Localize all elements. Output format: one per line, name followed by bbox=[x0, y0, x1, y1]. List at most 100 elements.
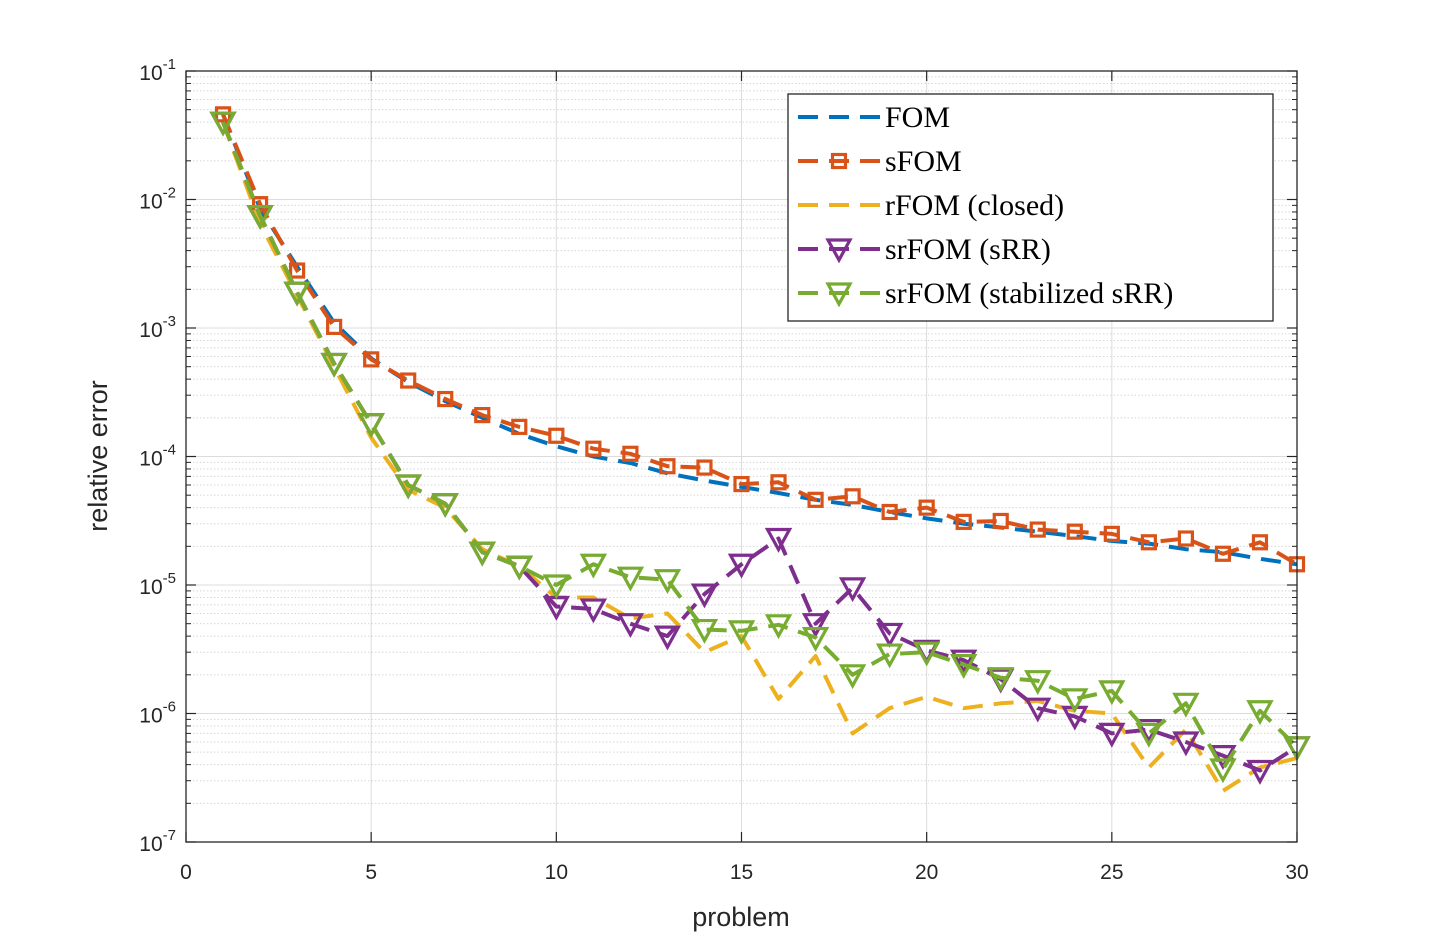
data-point bbox=[289, 262, 306, 279]
y-tick-exponent: -5 bbox=[163, 570, 176, 587]
data-point bbox=[505, 555, 534, 581]
data-point bbox=[209, 111, 237, 137]
data-point bbox=[955, 513, 972, 530]
data-point bbox=[468, 541, 496, 567]
data-point bbox=[1177, 530, 1195, 547]
data-point bbox=[1172, 692, 1200, 718]
x-tick-label: 0 bbox=[180, 861, 192, 884]
series-group bbox=[209, 111, 1311, 784]
y-tick-base: 10 bbox=[139, 833, 162, 856]
data-point bbox=[1246, 759, 1274, 785]
legend-item: sFOM bbox=[798, 145, 962, 178]
legend-item: srFOM (stabilized sRR) bbox=[798, 277, 1173, 310]
data-point bbox=[431, 492, 459, 518]
data-point bbox=[1098, 722, 1126, 748]
y-tick-base: 10 bbox=[139, 191, 162, 214]
data-point bbox=[579, 553, 608, 579]
x-tick-label: 25 bbox=[1100, 861, 1123, 884]
ticks bbox=[185, 70, 1298, 843]
y-tick-exponent: -3 bbox=[163, 313, 176, 330]
data-point bbox=[511, 418, 528, 435]
data-point bbox=[1066, 523, 1083, 540]
series-group bbox=[221, 121, 1298, 793]
data-point bbox=[844, 488, 861, 505]
y-tick-exponent: -4 bbox=[163, 442, 176, 459]
data-point bbox=[987, 667, 1015, 693]
x-tick-label: 15 bbox=[730, 861, 753, 884]
data-point bbox=[1246, 700, 1274, 726]
data-point bbox=[1140, 534, 1157, 551]
data-point bbox=[246, 204, 274, 230]
y-tick-label: 10-6 bbox=[139, 699, 176, 728]
y-tick-exponent: -6 bbox=[163, 699, 176, 716]
data-point bbox=[659, 458, 676, 475]
data-point bbox=[320, 352, 348, 378]
x-tick-labels: 0 5 10 15 20 25 30 bbox=[180, 861, 1309, 884]
data-point bbox=[918, 499, 935, 516]
legend-label: srFOM (stabilized sRR) bbox=[885, 277, 1173, 310]
data-point bbox=[622, 445, 639, 462]
data-point bbox=[1029, 521, 1046, 538]
data-point bbox=[830, 152, 848, 170]
data-point bbox=[727, 620, 756, 646]
data-point bbox=[363, 351, 380, 368]
data-point bbox=[690, 583, 719, 609]
data-point bbox=[764, 614, 793, 640]
legend-label: sFOM bbox=[885, 145, 962, 178]
data-point bbox=[437, 390, 454, 408]
series-line bbox=[221, 121, 1299, 771]
legend-label: FOM bbox=[885, 101, 950, 134]
data-point bbox=[912, 641, 941, 667]
data-point bbox=[801, 626, 830, 652]
data-point bbox=[770, 474, 787, 491]
y-tick-base: 10 bbox=[139, 62, 162, 85]
y-tick-labels: 10-710-610-510-410-310-210-1 bbox=[139, 56, 176, 856]
data-point bbox=[764, 527, 793, 553]
y-tick-base: 10 bbox=[139, 319, 162, 342]
x-tick-label: 5 bbox=[365, 861, 377, 884]
data-point bbox=[690, 618, 719, 644]
data-point bbox=[616, 566, 645, 592]
legend-items: FOM sFOM rFOM (closed) srFOM (sRR) srFOM (st… bbox=[798, 101, 1173, 310]
data-point bbox=[548, 427, 565, 444]
data-point bbox=[579, 598, 608, 624]
x-tick-label: 10 bbox=[545, 861, 568, 884]
data-point bbox=[1251, 534, 1269, 551]
data-point bbox=[825, 238, 853, 264]
y-tick-label: 10-3 bbox=[139, 313, 176, 342]
data-point bbox=[992, 512, 1009, 530]
data-point bbox=[875, 622, 904, 648]
data-point bbox=[949, 649, 978, 675]
data-point bbox=[1135, 722, 1163, 748]
data-point bbox=[357, 413, 385, 439]
legend-item: rFOM (closed) bbox=[798, 189, 1064, 222]
y-tick-label: 10-4 bbox=[139, 442, 176, 471]
legend-item: srFOM (sRR) bbox=[798, 233, 1051, 266]
y-tick-exponent: -1 bbox=[163, 56, 176, 73]
series-layer bbox=[209, 106, 1311, 793]
data-point bbox=[653, 569, 682, 595]
data-point bbox=[400, 372, 417, 389]
data-point bbox=[542, 574, 571, 600]
y-axis-label: relative error bbox=[83, 380, 113, 532]
data-point bbox=[881, 503, 898, 521]
data-point bbox=[1061, 688, 1089, 714]
data-point bbox=[1103, 525, 1120, 542]
data-point bbox=[653, 625, 682, 651]
series-group bbox=[214, 106, 1306, 573]
x-tick-label: 20 bbox=[915, 861, 938, 884]
data-point bbox=[727, 553, 756, 579]
data-point bbox=[1024, 697, 1052, 723]
series-line bbox=[221, 121, 1299, 773]
data-point bbox=[825, 282, 853, 308]
y-tick-base: 10 bbox=[139, 448, 162, 471]
y-tick-label: 10-5 bbox=[139, 570, 176, 599]
data-point bbox=[1209, 758, 1237, 784]
data-point bbox=[1172, 731, 1200, 757]
data-point bbox=[949, 654, 978, 679]
data-point bbox=[838, 577, 867, 603]
data-point bbox=[1214, 545, 1232, 562]
data-point bbox=[1024, 670, 1052, 696]
data-point bbox=[807, 491, 824, 508]
